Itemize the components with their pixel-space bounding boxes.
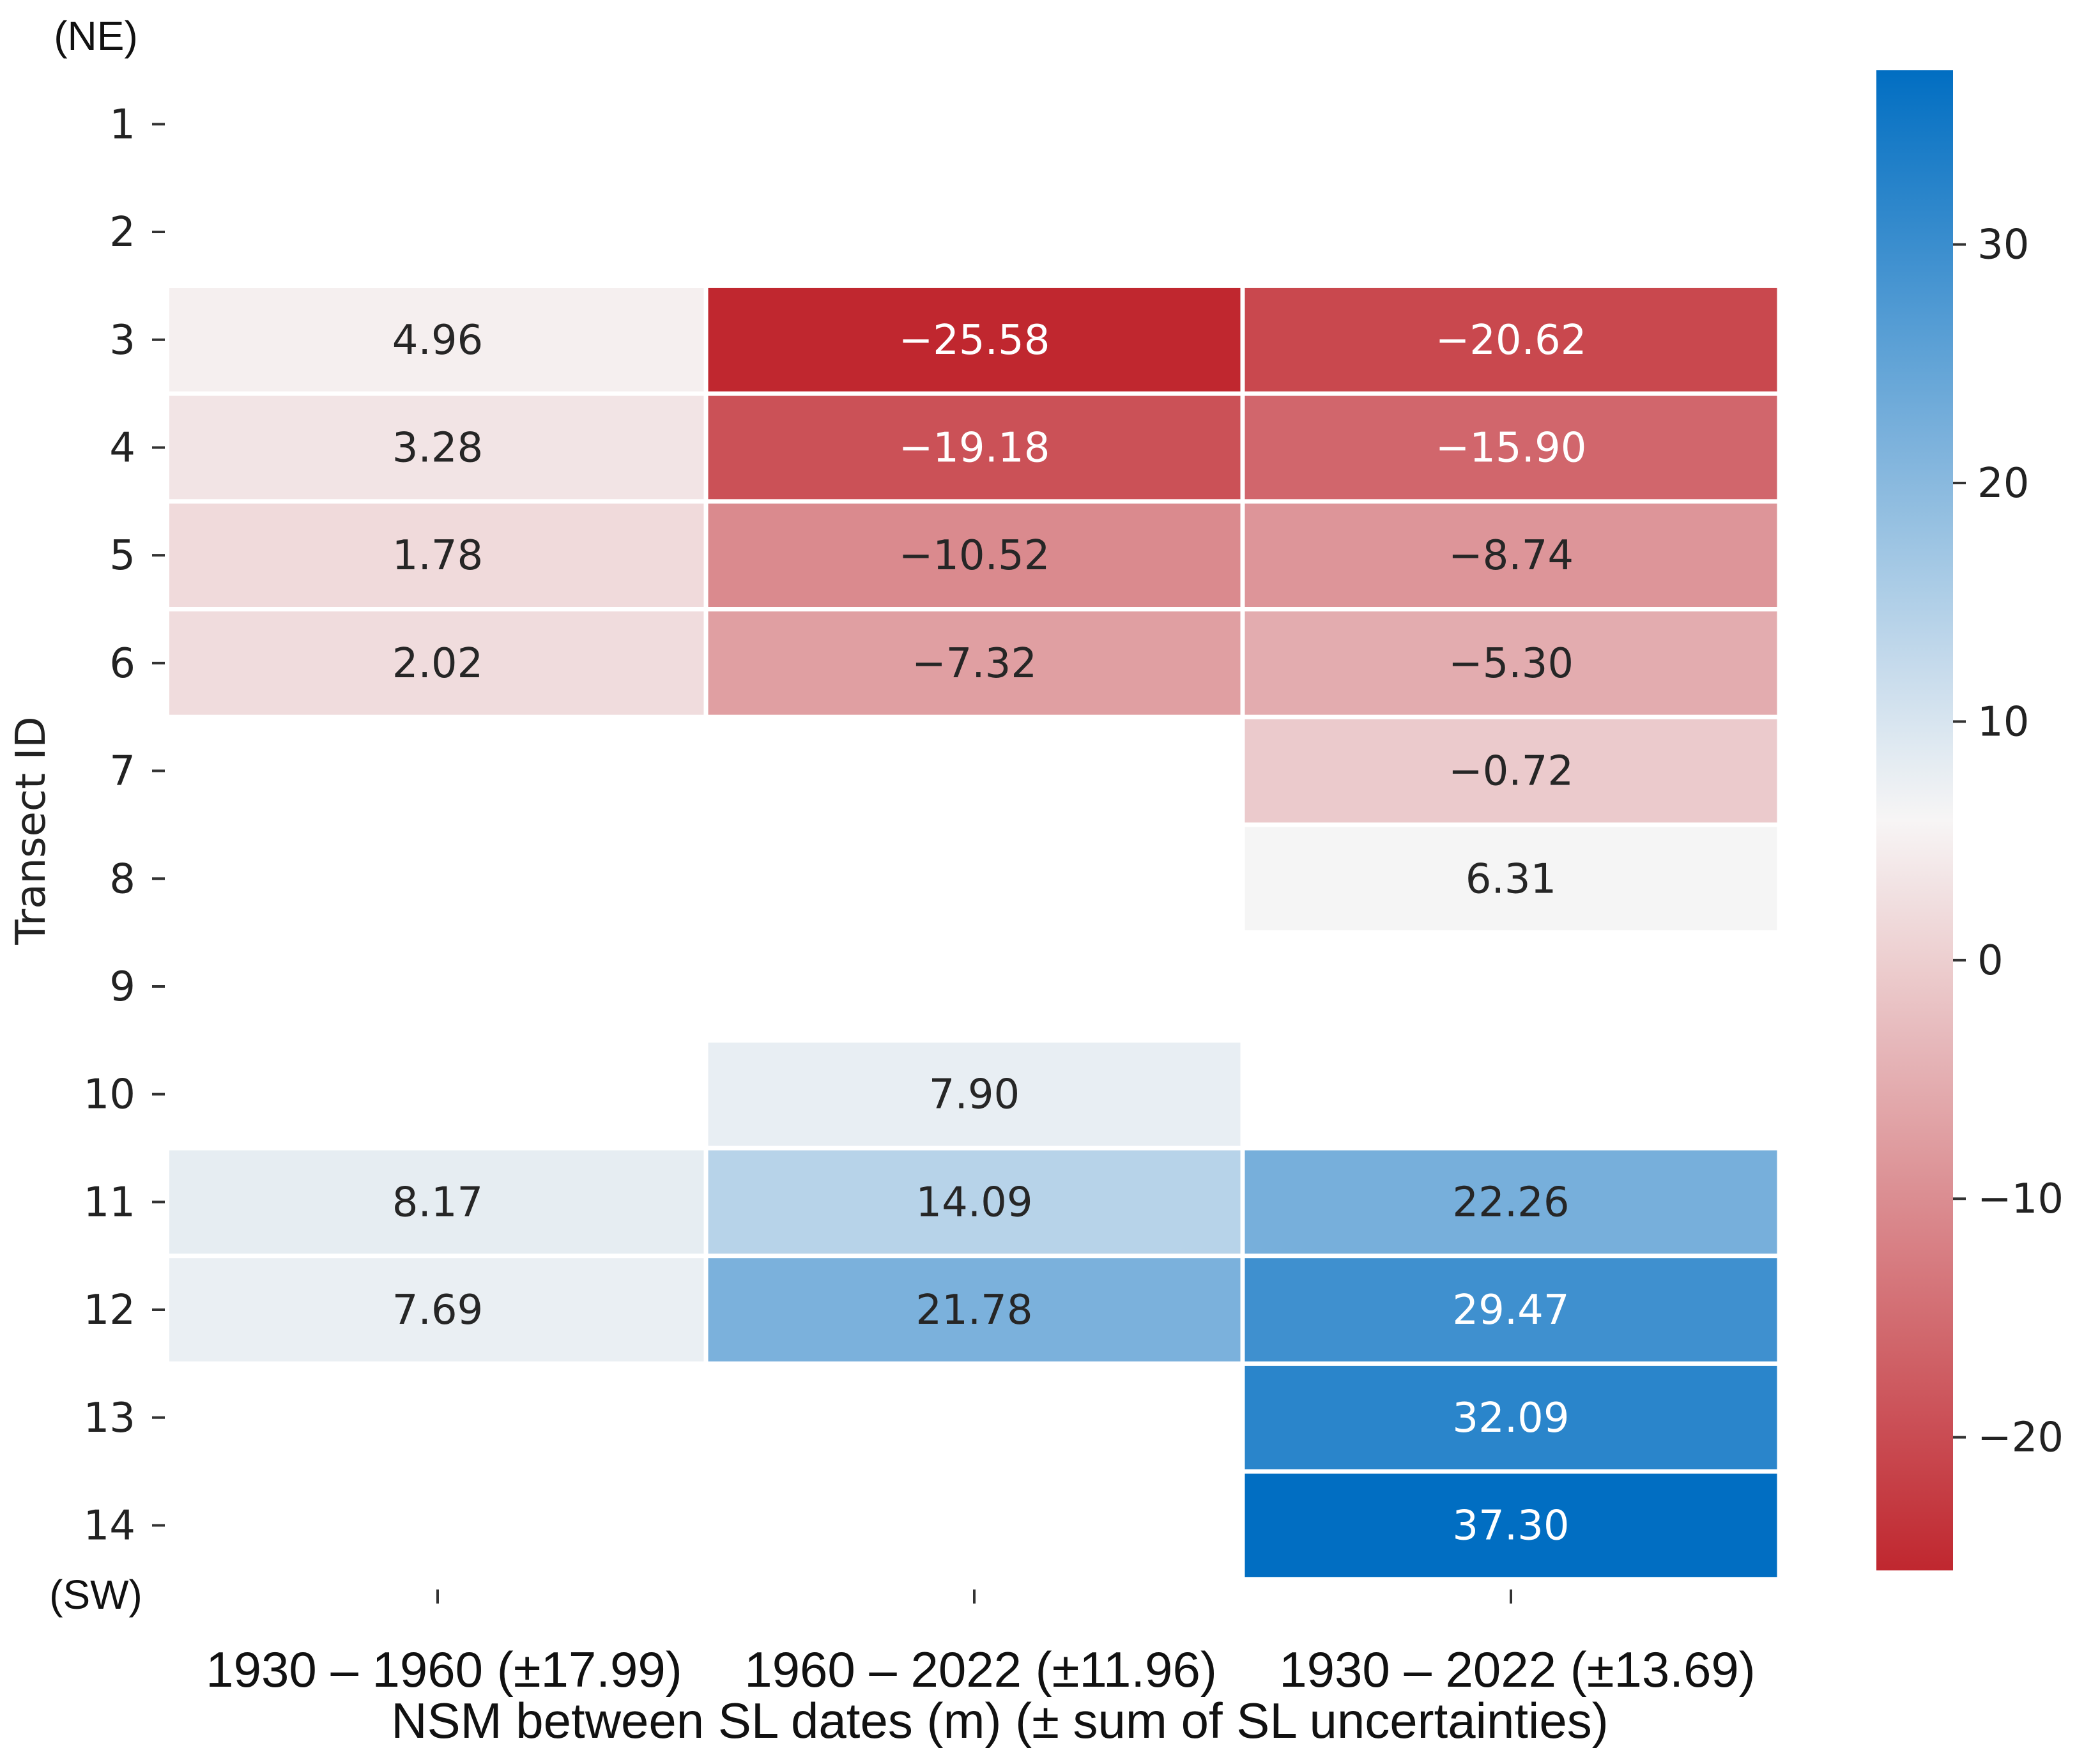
heatmap-cell — [1245, 611, 1777, 715]
y-tick-label: 13 — [84, 1395, 135, 1442]
x-tick-label: 1930 – 2022 (±13.69) — [1279, 1641, 1755, 1698]
colorbar-tick-label: 30 — [1977, 222, 2029, 269]
heatmap-cell — [169, 611, 704, 715]
cell-value-label: −7.32 — [912, 640, 1037, 687]
heatmap-cell — [169, 395, 704, 500]
cell-value-label: −10.52 — [899, 532, 1050, 579]
bottom-annotation: (SW) — [49, 1572, 142, 1618]
y-tick-label: 9 — [109, 963, 135, 1011]
cell-value-label: 2.02 — [392, 640, 484, 687]
x-axis: 1930 – 1960 (±17.99) 1960 – 2022 (±11.96)… — [206, 1589, 1756, 1698]
cell-value-label: 7.69 — [392, 1287, 484, 1334]
heatmap-cell — [1245, 1258, 1777, 1361]
cell-value-label: 1.78 — [392, 532, 484, 579]
colorbar-tick-label: 10 — [1977, 698, 2029, 746]
heatmap-cell — [1245, 719, 1777, 823]
y-tick-label: 14 — [84, 1502, 135, 1549]
cell-value-label: 7.90 — [929, 1071, 1020, 1119]
y-tick-label: 5 — [109, 532, 135, 579]
cell-value-label: 4.96 — [392, 317, 484, 364]
cell-value-label: −25.58 — [899, 317, 1050, 364]
y-tick-label: 3 — [109, 317, 135, 364]
cell-value-label: −15.90 — [1436, 424, 1587, 472]
cell-value-label: 8.17 — [392, 1179, 484, 1226]
heatmap-cell — [1245, 827, 1777, 931]
cell-value-label: 37.30 — [1452, 1502, 1569, 1549]
y-tick-label: 8 — [109, 855, 135, 903]
heatmap-cell — [708, 395, 1241, 500]
cell-value-label: −8.74 — [1448, 532, 1574, 579]
colorbar-tick-label: −20 — [1977, 1415, 2064, 1462]
cell-value-label: −20.62 — [1436, 317, 1587, 364]
colorbar-tick-label: 20 — [1977, 460, 2029, 507]
cell-value-label: 29.47 — [1452, 1287, 1569, 1334]
cell-value-label: −0.72 — [1448, 748, 1574, 795]
heatmap-cell — [1245, 1150, 1777, 1254]
heatmap-cell — [708, 1258, 1241, 1361]
heatmap-cell — [708, 1042, 1241, 1146]
cell-value-label: 14.09 — [916, 1179, 1032, 1226]
colorbar-tick-label: 0 — [1977, 937, 2004, 985]
heatmap-cell — [1245, 288, 1777, 392]
y-tick-label: 11 — [84, 1179, 135, 1226]
y-tick-label: 2 — [109, 209, 135, 256]
heatmap-cell — [1245, 1473, 1777, 1577]
heatmap-cell — [708, 503, 1241, 607]
heatmap-cell — [708, 611, 1241, 715]
y-tick-label: 6 — [109, 640, 135, 687]
heatmap-cell — [1245, 503, 1777, 607]
x-axis-label: NSM between SL dates (m) (± sum of SL un… — [391, 1692, 1608, 1749]
x-tick-label: 1960 – 2022 (±11.96) — [744, 1641, 1217, 1698]
y-tick-label: 7 — [109, 748, 135, 795]
heatmap-cell — [1245, 1365, 1777, 1469]
y-tick-label: 1 — [109, 101, 135, 148]
heatmap-cell — [708, 288, 1241, 392]
x-tick-label: 1930 – 1960 (±17.99) — [206, 1641, 682, 1698]
heatmap-cell — [169, 288, 704, 392]
colorbar-ticks: 30 20 10 0 −10 −20 — [1953, 222, 2064, 1462]
heatmap-cells: 4.96 −25.58 −20.62 3.28 −19.18 −15.90 1.78 −10.… — [169, 288, 1777, 1577]
heatmap-cell — [169, 503, 704, 607]
cell-value-label: −5.30 — [1448, 640, 1574, 687]
top-annotation: (NE) — [54, 13, 138, 59]
heatmap-cell — [169, 1258, 704, 1361]
cell-value-label: 21.78 — [916, 1287, 1032, 1334]
heatmap-cell — [1245, 395, 1777, 500]
colorbar-tick-label: −10 — [1977, 1176, 2064, 1223]
cell-value-label: 22.26 — [1452, 1179, 1569, 1226]
cell-value-label: 6.31 — [1466, 855, 1557, 903]
y-tick-label: 4 — [109, 424, 135, 472]
y-tick-label: 10 — [84, 1071, 135, 1119]
y-tick-label: 12 — [84, 1287, 135, 1334]
colorbar — [1876, 70, 1953, 1570]
y-axis-label: Transect ID — [8, 716, 55, 945]
cell-value-label: −19.18 — [899, 424, 1050, 472]
cell-value-label: 3.28 — [392, 424, 484, 472]
heatmap-cell — [169, 1150, 704, 1254]
cell-value-label: 32.09 — [1452, 1395, 1569, 1442]
heatmap-cell — [708, 1150, 1241, 1254]
